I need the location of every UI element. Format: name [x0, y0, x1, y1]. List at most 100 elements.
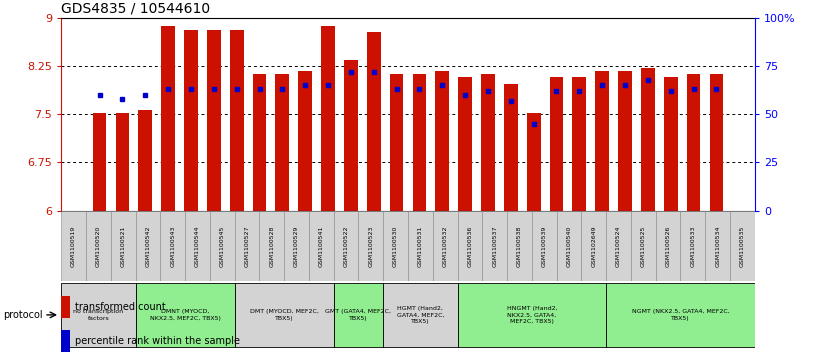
Text: HGMT (Hand2,
GATA4, MEF2C,
TBX5): HGMT (Hand2, GATA4, MEF2C, TBX5) [397, 306, 444, 323]
Bar [550, 77, 563, 211]
Bar [432, 211, 458, 281]
Bar [139, 110, 152, 211]
Bar [384, 211, 408, 281]
Text: DMT (MYOCD, MEF2C,
TBX5): DMT (MYOCD, MEF2C, TBX5) [250, 309, 318, 321]
Bar [458, 211, 482, 281]
Bar [116, 113, 129, 211]
Text: NGMT (NKX2.5, GATA4, MEF2C,
TBX5): NGMT (NKX2.5, GATA4, MEF2C, TBX5) [632, 309, 730, 321]
Bar [730, 211, 755, 281]
Bar [358, 211, 384, 281]
Text: transformed count: transformed count [75, 302, 166, 312]
Text: GSM1100527: GSM1100527 [245, 225, 250, 267]
Bar [284, 211, 309, 281]
Text: protocol: protocol [3, 310, 42, 320]
Bar [235, 211, 259, 281]
Bar [527, 113, 540, 211]
Bar [135, 211, 160, 281]
Text: GSM1100519: GSM1100519 [71, 225, 76, 266]
Bar [160, 211, 185, 281]
Bar [705, 211, 730, 281]
Bar [390, 74, 403, 211]
Text: GSM1100539: GSM1100539 [542, 225, 547, 267]
Bar [458, 283, 606, 347]
Bar [606, 283, 755, 347]
Text: GMT (GATA4, MEF2C,
TBX5): GMT (GATA4, MEF2C, TBX5) [326, 309, 392, 321]
Bar [135, 283, 235, 347]
Text: GSM1100538: GSM1100538 [517, 225, 522, 266]
Bar [309, 211, 334, 281]
Bar [482, 211, 507, 281]
Bar [573, 77, 586, 211]
Bar [481, 74, 494, 211]
Text: percentile rank within the sample: percentile rank within the sample [75, 336, 240, 346]
Text: GSM1100523: GSM1100523 [368, 225, 374, 267]
Bar [61, 211, 86, 281]
Bar [334, 283, 384, 347]
Bar [334, 211, 358, 281]
Text: DMNT (MYOCD,
NKX2.5, MEF2C, TBX5): DMNT (MYOCD, NKX2.5, MEF2C, TBX5) [149, 309, 220, 321]
Text: GSM1100545: GSM1100545 [220, 225, 224, 266]
Bar [344, 60, 357, 211]
Bar [557, 211, 581, 281]
Text: GSM1100532: GSM1100532 [442, 225, 448, 267]
Bar [367, 32, 380, 211]
Text: HNGMT (Hand2,
NKX2.5, GATA4,
MEF2C, TBX5): HNGMT (Hand2, NKX2.5, GATA4, MEF2C, TBX5… [507, 306, 557, 323]
Text: GSM1100520: GSM1100520 [95, 225, 101, 266]
Bar [606, 211, 631, 281]
Bar [207, 30, 220, 211]
Text: GSM1100525: GSM1100525 [641, 225, 645, 266]
Bar [61, 296, 70, 318]
Bar [230, 30, 243, 211]
Text: GSM1100530: GSM1100530 [393, 225, 398, 266]
Text: GSM1100521: GSM1100521 [121, 225, 126, 266]
Bar [93, 113, 106, 211]
Bar [681, 211, 705, 281]
Bar [184, 30, 197, 211]
Bar [532, 211, 557, 281]
Text: GSM1100534: GSM1100534 [715, 225, 721, 267]
Bar [253, 74, 266, 211]
Bar [408, 211, 432, 281]
Text: GSM1100542: GSM1100542 [145, 225, 150, 267]
Text: GSM1100541: GSM1100541 [319, 225, 324, 266]
Bar [162, 26, 175, 211]
Text: GDS4835 / 10544610: GDS4835 / 10544610 [61, 1, 211, 16]
Bar [656, 211, 681, 281]
Bar [631, 211, 656, 281]
Bar [61, 330, 70, 352]
Bar [596, 71, 609, 211]
Bar [299, 71, 312, 211]
Text: GSM1102649: GSM1102649 [592, 225, 596, 267]
Text: GSM1100531: GSM1100531 [418, 225, 423, 266]
Bar [210, 211, 235, 281]
Bar [384, 283, 458, 347]
Bar [710, 74, 723, 211]
Text: GSM1100529: GSM1100529 [294, 225, 299, 267]
Bar [436, 71, 449, 211]
Bar [111, 211, 135, 281]
Text: GSM1100528: GSM1100528 [269, 225, 274, 266]
Bar [235, 283, 334, 347]
Bar [664, 77, 677, 211]
Text: GSM1100535: GSM1100535 [740, 225, 745, 266]
Text: GSM1100537: GSM1100537 [492, 225, 497, 267]
Bar [413, 74, 426, 211]
Bar [619, 71, 632, 211]
Text: GSM1100533: GSM1100533 [690, 225, 695, 267]
Text: no transcription
factors: no transcription factors [73, 309, 123, 321]
Bar [185, 211, 210, 281]
Bar [322, 26, 335, 211]
Text: GSM1100536: GSM1100536 [468, 225, 472, 266]
Text: GSM1100540: GSM1100540 [566, 225, 571, 266]
Text: GSM1100526: GSM1100526 [666, 225, 671, 266]
Text: GSM1100524: GSM1100524 [616, 225, 621, 267]
Text: GSM1100543: GSM1100543 [171, 225, 175, 267]
Bar [259, 211, 284, 281]
Bar [276, 74, 289, 211]
Bar [641, 68, 654, 211]
Bar [61, 283, 135, 347]
Bar [504, 83, 517, 211]
Bar [86, 211, 111, 281]
Text: GSM1100522: GSM1100522 [344, 225, 348, 267]
Bar [582, 211, 606, 281]
